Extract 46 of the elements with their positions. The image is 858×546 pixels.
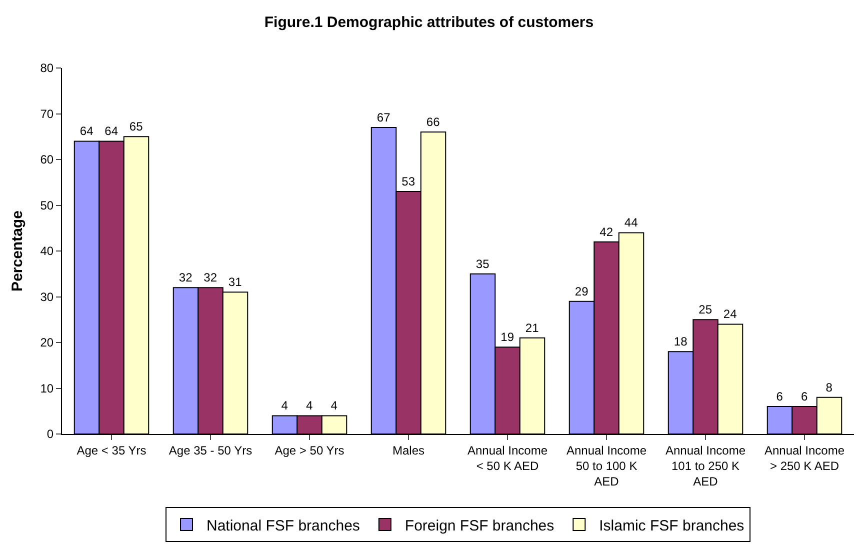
data-label: 21: [525, 320, 540, 335]
data-label: 24: [723, 307, 738, 322]
data-label: 4: [330, 398, 338, 413]
y-axis-title: Percentage: [9, 210, 26, 292]
x-tick-label: Males: [392, 443, 425, 458]
data-label: 64: [80, 124, 94, 138]
x-tick-label: Age 35 - 50 Yrs: [168, 443, 252, 458]
data-label: 6: [776, 390, 784, 404]
x-tick-label: Age < 35 Yrs: [76, 443, 146, 458]
data-label: 35: [476, 256, 490, 271]
data-label: 42: [600, 224, 614, 239]
data-label: 8: [826, 380, 833, 394]
y-tick-label: 80: [40, 61, 54, 76]
y-tick-label: 50: [40, 198, 54, 212]
data-label: 67: [376, 110, 391, 124]
x-tick-label: Annual Income 50 to 100 K AED: [566, 443, 647, 489]
data-label: 25: [698, 302, 712, 317]
legend-label: Foreign FSF branches: [404, 517, 554, 534]
data-label: 18: [674, 334, 688, 349]
data-label: 31: [228, 275, 242, 290]
data-label: 32: [204, 270, 218, 285]
x-tick-label: Annual Income < 50 K AED: [467, 443, 548, 473]
data-label: 32: [178, 270, 193, 285]
data-label: 4: [281, 398, 288, 413]
data-label: 65: [129, 120, 144, 134]
data-label: 44: [624, 216, 638, 230]
y-tick-label: 20: [40, 336, 54, 350]
data-label: 6: [801, 390, 808, 404]
x-tick-label: Age > 50 Yrs: [274, 443, 344, 458]
legend-label: Islamic FSF branches: [599, 517, 744, 534]
y-tick-label: 0: [46, 427, 54, 442]
chart-title: Figure.1 Demographic attributes of customers: [264, 14, 594, 31]
data-label: 53: [402, 174, 416, 189]
data-label: 29: [574, 284, 589, 298]
x-tick-label: Annual Income 101 to 250 K AED: [665, 443, 746, 489]
data-label: 66: [426, 115, 440, 130]
y-tick-label: 10: [40, 381, 54, 396]
y-tick-label: 40: [40, 244, 54, 258]
data-label: 19: [500, 330, 514, 344]
data-label: 4: [306, 398, 314, 413]
data-label: 64: [104, 124, 118, 138]
y-tick-label: 70: [40, 106, 54, 121]
x-tick-label: Annual Income > 250 K AED: [764, 443, 845, 473]
legend-label: National FSF branches: [206, 517, 360, 534]
y-tick-label: 60: [40, 152, 54, 167]
y-tick-label: 30: [40, 290, 54, 304]
